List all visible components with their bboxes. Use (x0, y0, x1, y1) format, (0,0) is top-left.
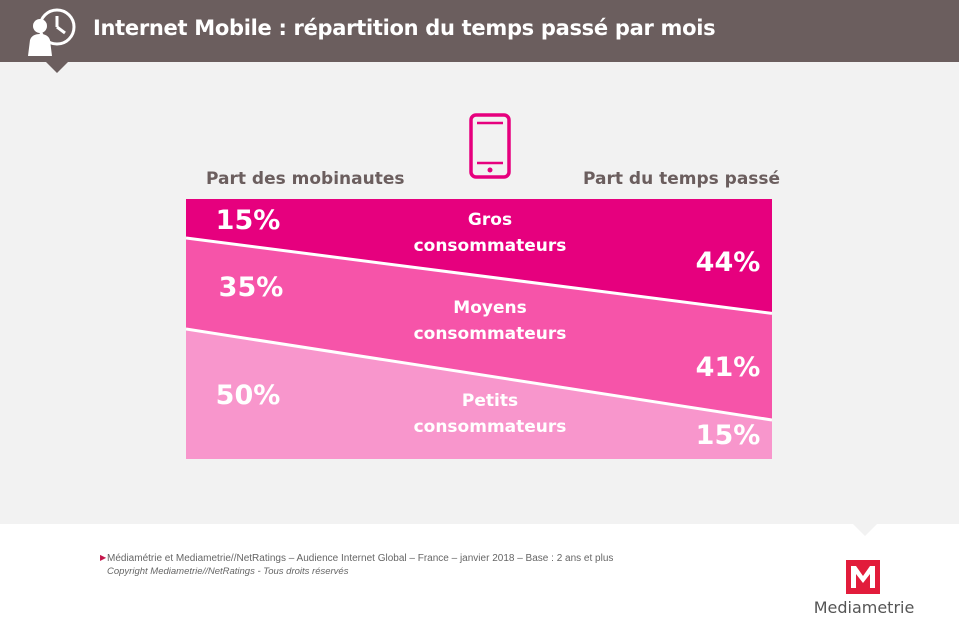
source-bullet-icon: ▶ (100, 553, 107, 562)
page-title: Internet Mobile : répartition du temps p… (93, 16, 716, 40)
smartphone-icon (469, 113, 511, 179)
header-notch (46, 62, 68, 73)
segment-label-petits: consommateurs (414, 417, 567, 437)
segment-moyens (186, 238, 772, 420)
segment-label-petits: Petits (462, 391, 518, 411)
segment-label-gros: Gros (468, 210, 512, 230)
segment-label-moyens: consommateurs (414, 324, 567, 344)
right-value-petits: 15% (696, 420, 761, 451)
left-value-gros: 15% (216, 205, 281, 236)
mediametrie-logo-icon (846, 560, 880, 594)
separator-line (186, 327, 772, 422)
separator-line (186, 236, 772, 315)
right-value-gros: 44% (696, 247, 761, 278)
left-value-petits: 50% (216, 380, 281, 411)
distribution-chart: 15% 35% 50% 44% 41% 15% Gros consommateurs Moyen… (186, 199, 772, 459)
segment-gros (186, 199, 772, 314)
copyright-note: Copyright Mediametrie//NetRatings - Tous… (107, 566, 349, 577)
column-head-left: Part des mobinautes (206, 169, 405, 189)
right-value-moyens: 41% (696, 352, 761, 383)
footer (0, 524, 959, 626)
left-value-moyens: 35% (219, 272, 284, 303)
segment-petits (186, 329, 772, 459)
brand-name: Mediametrie (813, 598, 915, 617)
segment-label-gros: consommateurs (414, 236, 567, 256)
person-clock-icon (28, 8, 76, 56)
column-head-right: Part du temps passé (583, 169, 781, 189)
footer-notch (853, 524, 877, 536)
header-bar: Internet Mobile : répartition du temps p… (0, 0, 959, 62)
source-note: Médiamétrie et Mediametrie//NetRatings –… (107, 553, 614, 564)
segment-label-moyens: Moyens (453, 298, 526, 318)
